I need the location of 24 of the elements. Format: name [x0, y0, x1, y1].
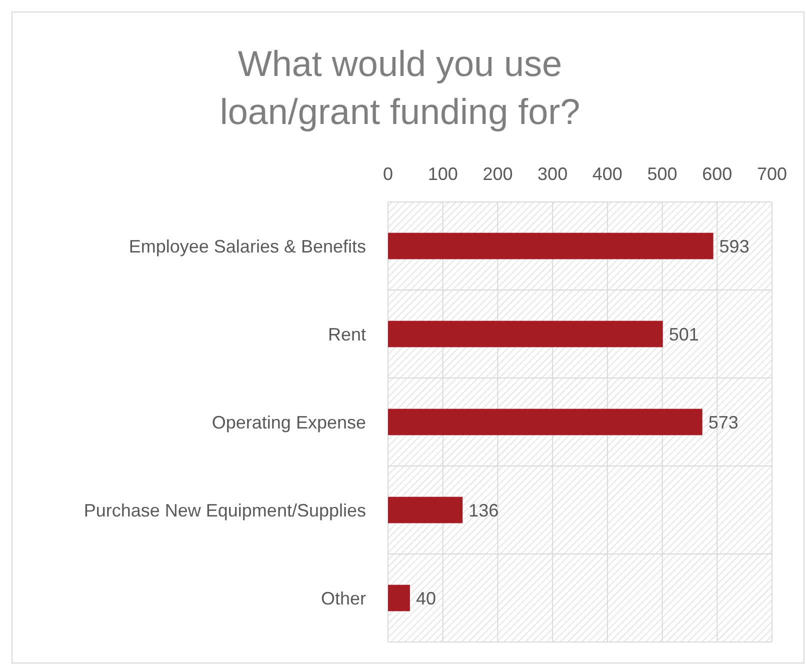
x-tick-label: 400: [592, 164, 622, 184]
bar: [388, 320, 663, 348]
bar: [388, 584, 410, 612]
y-tick-label: Purchase New Equipment/Supplies: [84, 500, 366, 520]
x-tick-label: 0: [382, 164, 394, 184]
y-tick-label: Operating Expense: [212, 412, 366, 432]
y-tick-label: Employee Salaries & Benefits: [128, 236, 366, 256]
bar: [388, 232, 714, 260]
x-tick-label: 300: [538, 164, 568, 184]
data-label: 501: [668, 324, 699, 344]
y-tick-label: Rent: [328, 324, 366, 344]
data-label: 136: [468, 500, 499, 520]
x-tick-label: 700: [756, 164, 788, 184]
bar: [388, 408, 702, 436]
data-label: 40: [416, 588, 436, 608]
chart-title: What would you use loan/grant funding for?: [220, 43, 580, 132]
bar: [388, 496, 463, 524]
x-tick-label: 500: [647, 164, 678, 184]
x-tick-label: 100: [428, 164, 458, 184]
x-tick-label: 200: [482, 164, 513, 184]
y-tick-label: Other: [320, 588, 366, 608]
data-label: 593: [719, 236, 750, 256]
data-label: 573: [708, 412, 738, 432]
x-tick-label: 600: [702, 164, 732, 184]
